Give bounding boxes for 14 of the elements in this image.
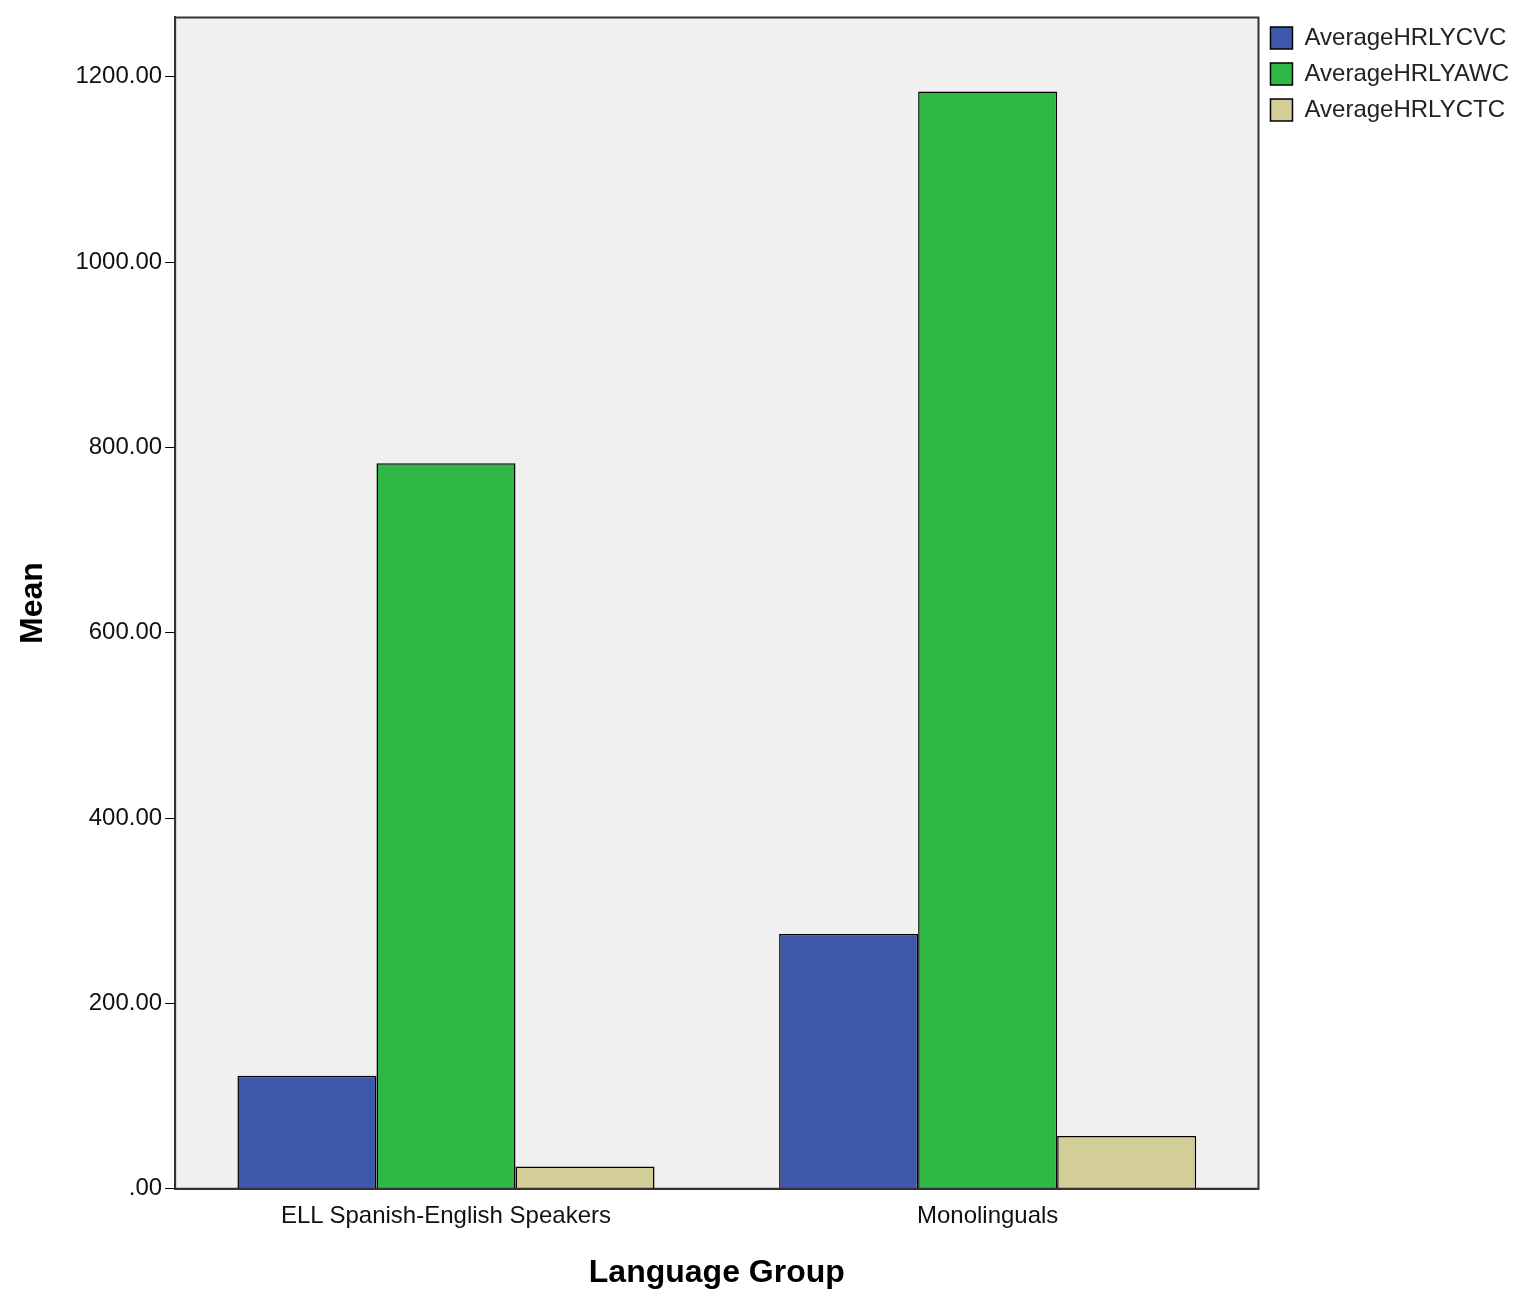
- y-tick-label: 200.00: [88, 988, 163, 1016]
- y-tick-label: .00: [128, 1173, 163, 1201]
- y-tick-label: 1000.00: [75, 246, 163, 274]
- legend-label: AverageHRLYCTC: [1304, 94, 1506, 122]
- legend-label: AverageHRLYAWC: [1304, 58, 1509, 86]
- legend-label: AverageHRLYCVC: [1304, 22, 1507, 50]
- y-axis-title: Mean: [13, 562, 50, 644]
- y-tick-label: 800.00: [88, 432, 163, 460]
- y-tick-label: 1200.00: [75, 61, 163, 89]
- x-tick-label: Monolinguals: [916, 1200, 1059, 1228]
- x-axis-title: Language Group: [588, 1252, 845, 1289]
- x-tick-label: ELL Spanish-English Speakers: [280, 1200, 611, 1228]
- y-tick-label: 600.00: [88, 617, 163, 645]
- y-tick-label: 400.00: [88, 802, 163, 830]
